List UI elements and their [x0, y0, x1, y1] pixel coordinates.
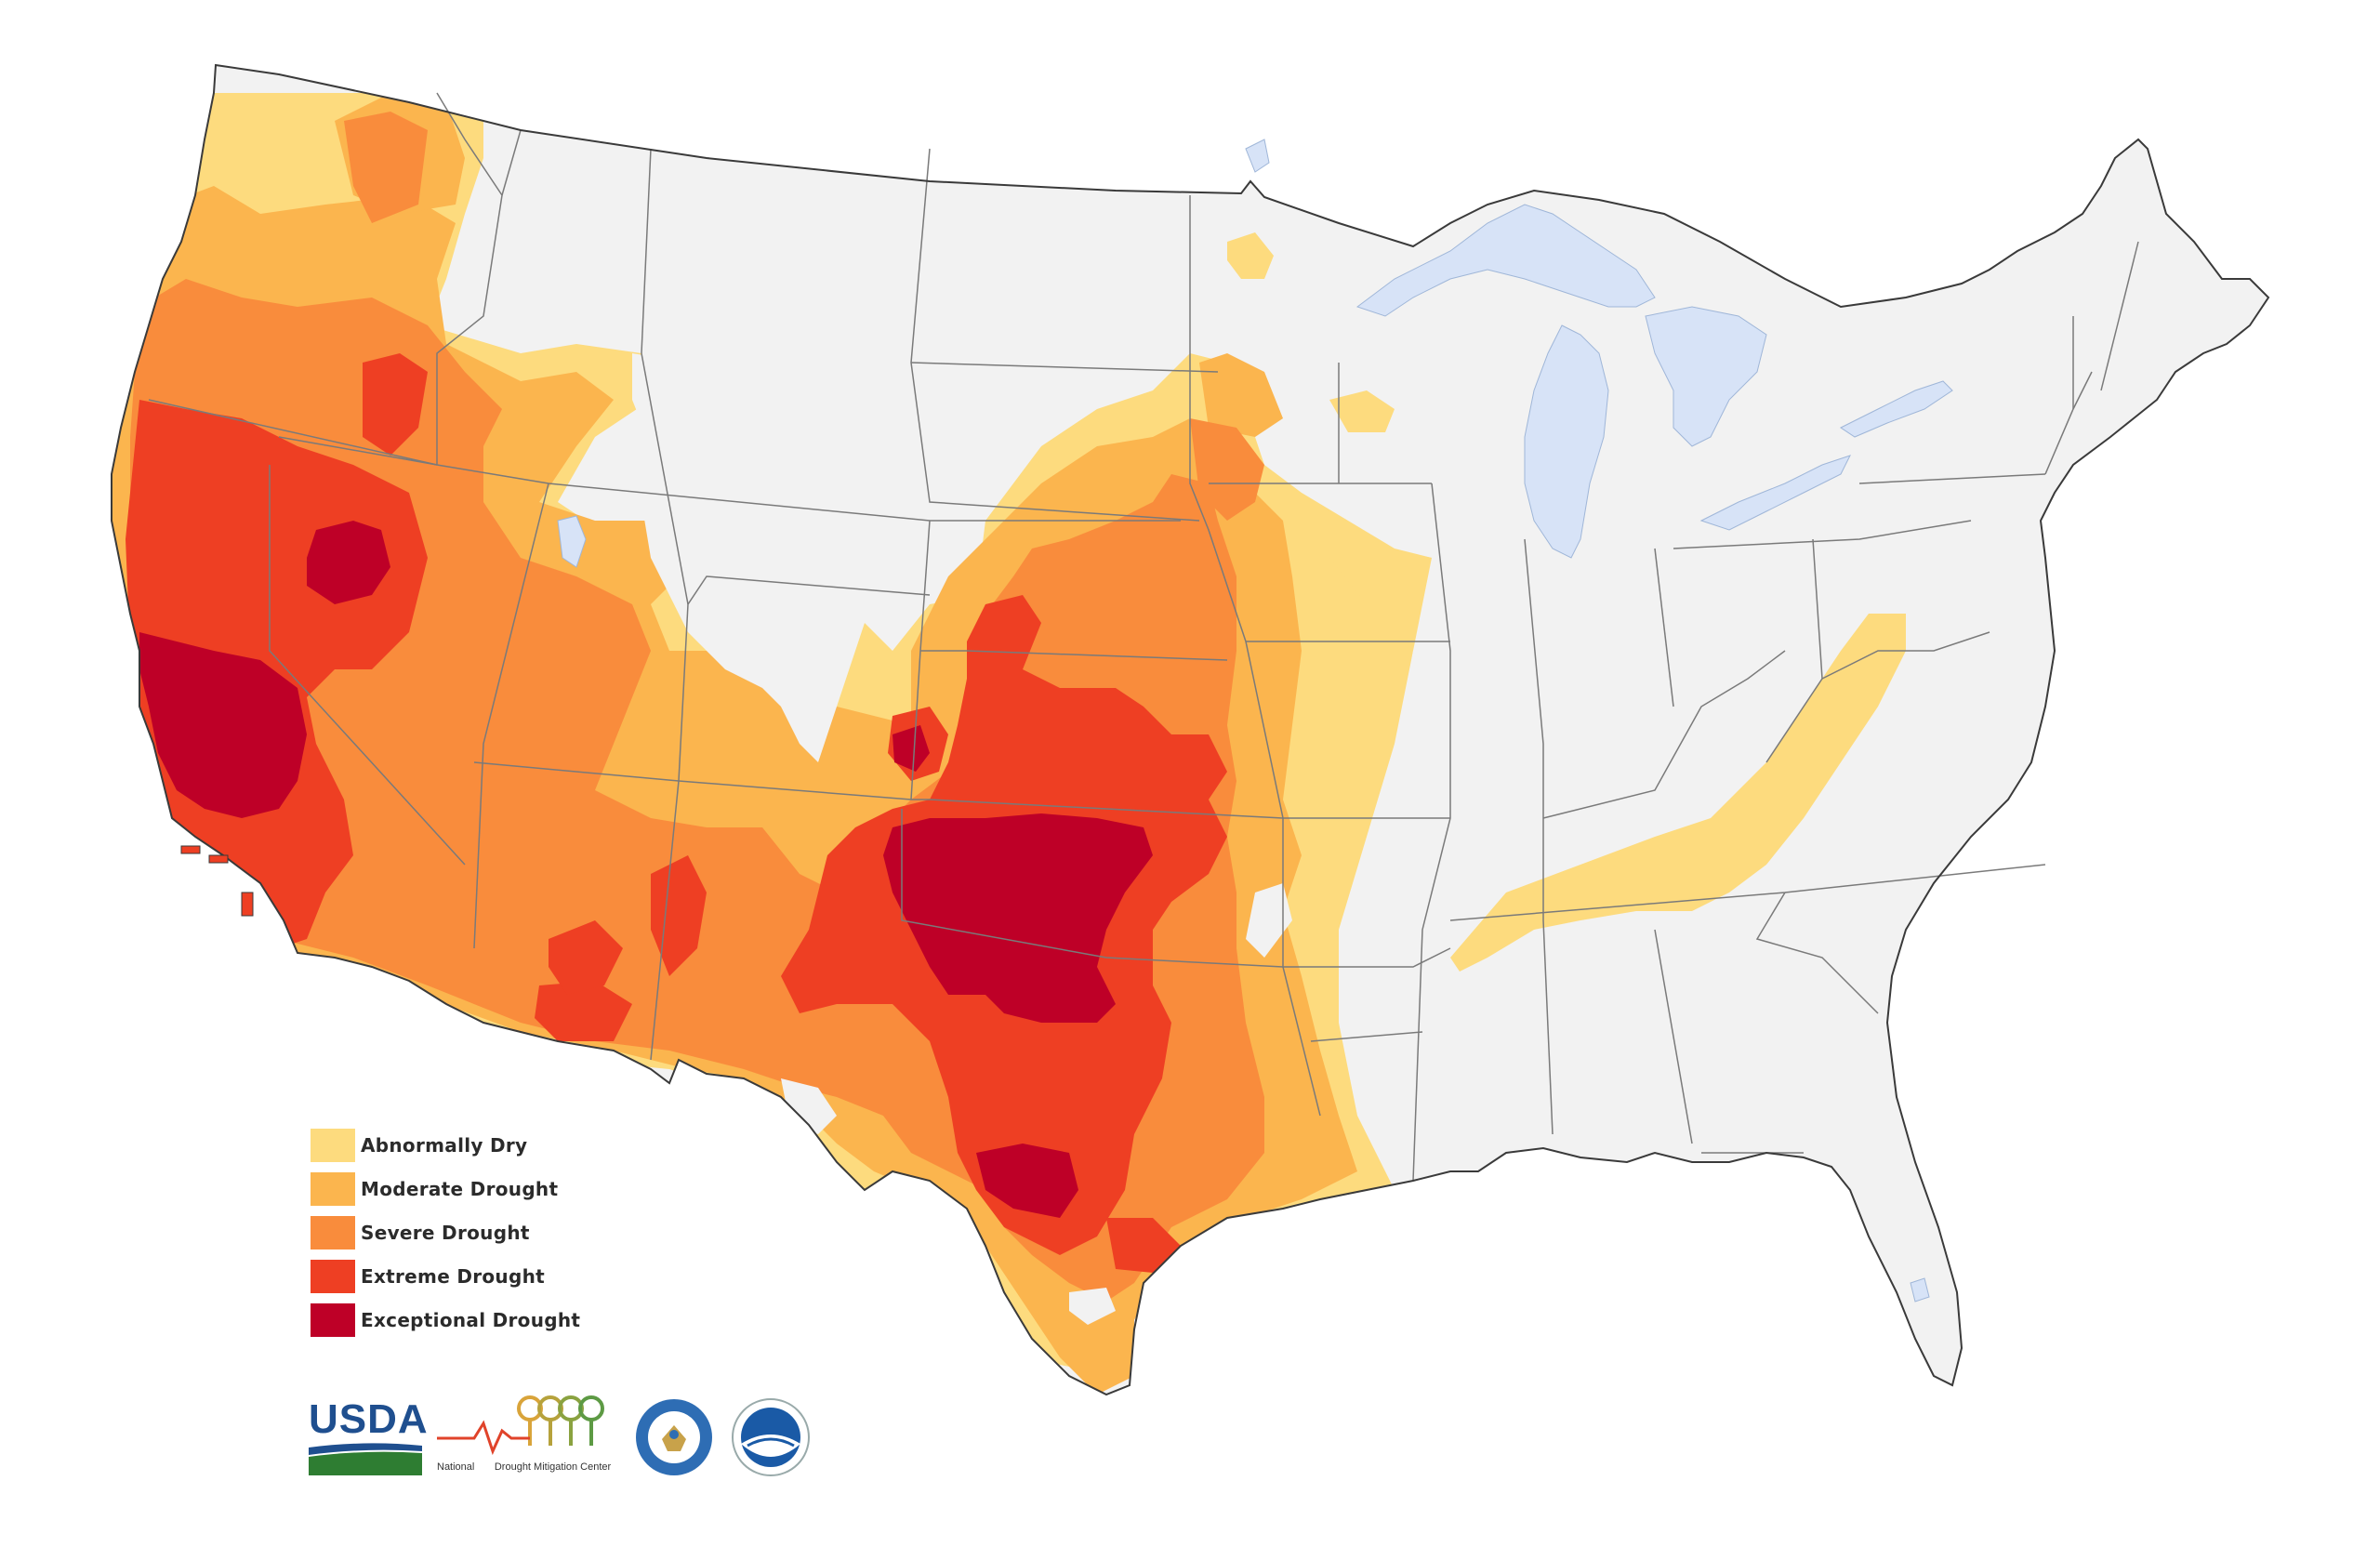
legend-swatch: [311, 1171, 355, 1206]
commerce-seal: [634, 1397, 714, 1477]
legend-item-moderate-drought: Moderate Drought: [311, 1167, 580, 1210]
lake-huron: [1645, 306, 1767, 447]
great-salt-lake: [557, 515, 587, 568]
great-lakes: [557, 139, 1953, 1302]
legend-label: Extreme Drought: [361, 1264, 545, 1288]
legend-swatch: [311, 1215, 355, 1250]
lake-of-the-woods: [1245, 139, 1270, 173]
legend-swatch: [311, 1128, 355, 1162]
lake-michigan: [1524, 324, 1609, 559]
map-legend: Abnormally Dry Moderate Drought Severe D…: [311, 1123, 580, 1342]
legend-label: Moderate Drought: [361, 1177, 559, 1200]
legend-label: Abnormally Dry: [361, 1133, 528, 1157]
commerce-seal-graphic: [636, 1399, 712, 1475]
state-borders: [148, 92, 2139, 1182]
legend-swatch: [311, 1302, 355, 1337]
ndmc-line2: Drought Mitigation Center: [494, 1461, 612, 1473]
noaa-logo-graphic: [732, 1398, 810, 1476]
legend-label: Severe Drought: [361, 1221, 530, 1244]
ndmc-logo: National Drought Mitigation Center: [437, 1390, 623, 1483]
legend-item-abnormally-dry: Abnormally Dry: [311, 1123, 580, 1167]
usda-logo: USDA: [309, 1396, 429, 1483]
noaa-logo: [731, 1397, 811, 1477]
legend-item-extreme-drought: Extreme Drought: [311, 1254, 580, 1298]
lake-ontario: [1840, 380, 1953, 438]
usda-logo-text: USDA: [309, 1396, 429, 1442]
legend-label: Exceptional Drought: [361, 1308, 581, 1331]
usda-field-graphic: [309, 1443, 422, 1475]
layer-exceptional-drought: [139, 521, 1153, 1218]
lake-erie: [1699, 455, 1851, 531]
islands: [180, 845, 254, 917]
lake-superior: [1355, 204, 1656, 317]
drought-layers: [112, 93, 2045, 1395]
ndmc-trees-graphic: [437, 1395, 604, 1456]
legend-swatch: [311, 1259, 355, 1293]
legend-item-severe-drought: Severe Drought: [311, 1210, 580, 1254]
layer-ohio-valley-dry: [1450, 614, 1906, 972]
legend-item-exceptional-drought: Exceptional Drought: [311, 1298, 580, 1342]
lake-okeechobee: [1910, 1277, 1930, 1302]
ndmc-logo-text: National Drought Mitigation Center: [437, 1461, 623, 1473]
ndmc-line1: National: [437, 1461, 475, 1473]
